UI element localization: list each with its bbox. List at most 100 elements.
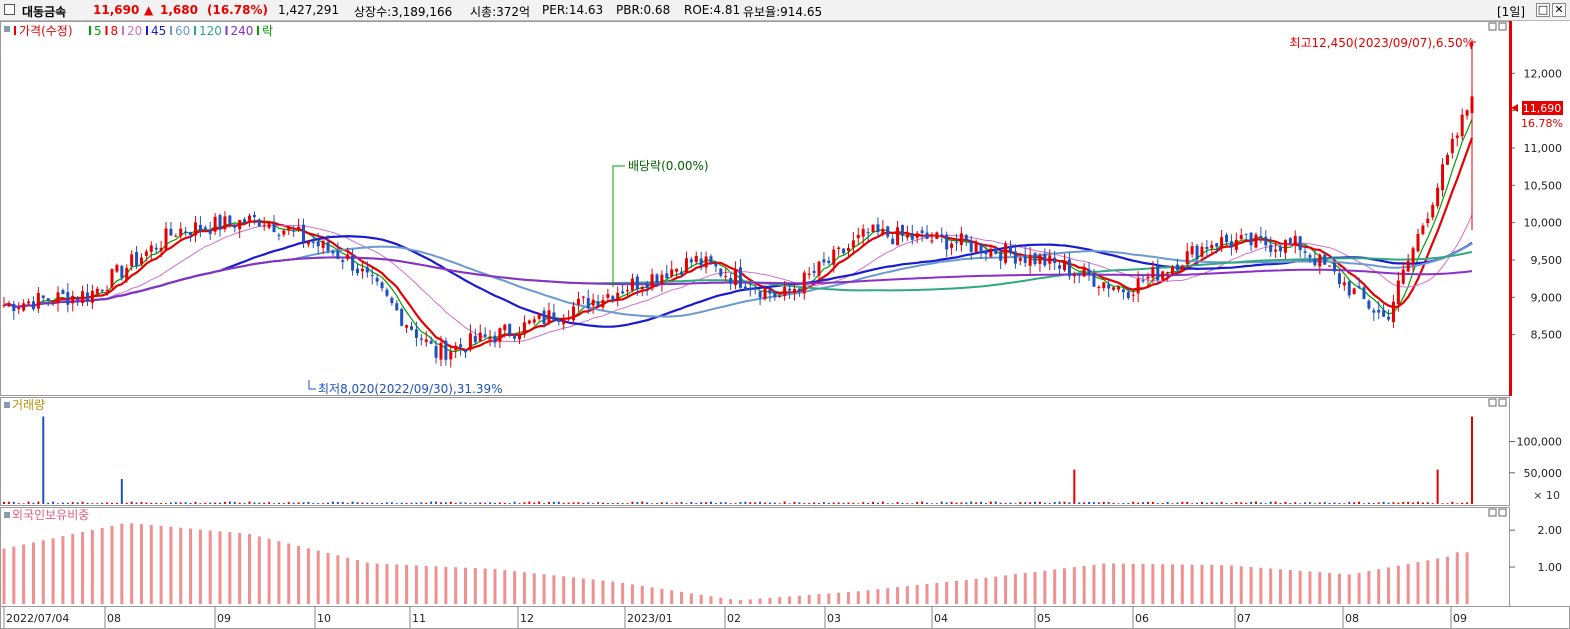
foreign-bar <box>513 571 517 604</box>
candle-body <box>1112 287 1116 290</box>
volume-bar <box>1092 502 1095 504</box>
volume-bar <box>773 502 776 504</box>
foreign-bar <box>12 546 16 604</box>
candle-body <box>694 255 698 263</box>
price-change: 1,680 <box>160 3 198 17</box>
legend-swatch <box>89 26 91 35</box>
header-checkbox[interactable] <box>4 4 15 15</box>
volume-bar <box>567 502 570 504</box>
candle-body <box>267 222 271 228</box>
candle-body <box>311 241 315 243</box>
volume-panel-min-icon[interactable] <box>1488 398 1497 407</box>
candle-body <box>203 227 207 230</box>
volume-bar <box>263 502 266 504</box>
volume-bar <box>557 501 560 504</box>
volume-bar <box>508 503 511 504</box>
foreign-panel-min-icon[interactable] <box>1488 508 1497 517</box>
low-arrow-icon <box>308 380 316 390</box>
volume-panel-title: 거래량 <box>12 398 45 412</box>
volume-bar <box>940 501 943 504</box>
candle-body <box>635 276 639 290</box>
volume-bar <box>1068 502 1071 504</box>
price-panel-close-icon[interactable] <box>1498 22 1507 31</box>
candle-body <box>518 334 522 340</box>
legend-swatch <box>225 26 228 35</box>
volume-bar <box>793 501 796 504</box>
volume-bar <box>626 503 629 504</box>
volume-bar <box>1294 502 1297 504</box>
foreign-bar <box>238 533 242 604</box>
candle-body <box>783 286 787 297</box>
candle-body <box>483 334 487 337</box>
volume-bar <box>1372 502 1375 504</box>
candle-body <box>675 268 679 272</box>
foreign-bar <box>1357 572 1361 604</box>
volume-bar <box>420 502 423 504</box>
candle-body <box>292 230 296 232</box>
candle-body <box>1131 294 1135 296</box>
foreign-bar <box>247 534 251 604</box>
candle-body <box>1318 254 1322 267</box>
maximize-button[interactable]: □ <box>1536 3 1550 17</box>
candle-body <box>390 297 394 304</box>
volume-bar <box>174 502 177 504</box>
foreign-bar <box>670 590 674 604</box>
volume-bar <box>729 503 732 504</box>
volume-bar <box>135 502 138 504</box>
candle-body <box>1234 239 1238 250</box>
volume-bar <box>1230 503 1233 504</box>
volume-bar <box>1421 502 1424 504</box>
volume-bar <box>435 501 438 504</box>
candle-body <box>547 310 551 323</box>
foreign-bar <box>1013 574 1017 604</box>
volume-bar <box>52 501 55 504</box>
retention-ratio: 유보율:914.65 <box>743 5 823 19</box>
candle-body <box>768 289 772 294</box>
candle-body <box>1141 280 1145 282</box>
foreign-bar <box>1288 569 1292 604</box>
candle-body <box>1220 237 1224 248</box>
foreign-bar <box>326 553 330 604</box>
candle-body <box>1180 265 1184 271</box>
volume-bar <box>783 501 786 504</box>
volume-bar <box>1471 416 1473 504</box>
candle-body <box>262 224 266 226</box>
candle-body <box>105 290 109 292</box>
price-tick-label: 10,000 <box>1524 217 1563 230</box>
candle-body <box>1308 255 1312 258</box>
candle-body <box>950 243 954 248</box>
foreign-bar <box>1318 572 1322 604</box>
foreign-bar <box>572 577 576 604</box>
volume-bar <box>209 502 212 504</box>
candle-body <box>616 292 620 300</box>
candle-body <box>1058 265 1062 269</box>
candle-body <box>1239 235 1243 240</box>
foreign-bar <box>1161 564 1165 604</box>
volume-bar <box>592 503 595 504</box>
candle-body <box>130 254 134 267</box>
volume-panel-close-icon[interactable] <box>1498 398 1507 407</box>
legend-item-0: 가격(수정) <box>19 24 73 38</box>
volume-bar <box>1259 502 1262 504</box>
candle-body <box>7 302 11 307</box>
volume-bar <box>999 502 1002 504</box>
close-button[interactable]: ✕ <box>1552 3 1566 17</box>
candle-body <box>115 264 119 272</box>
foreign-bar <box>139 524 143 604</box>
candle-body <box>606 294 610 298</box>
price-panel-min-icon[interactable] <box>1488 22 1497 31</box>
volume-bar <box>1210 502 1213 504</box>
foreign-bar <box>1455 552 1459 604</box>
foreign-bar <box>1279 569 1283 604</box>
volume-bar <box>896 502 899 504</box>
foreign-bar <box>1406 563 1410 604</box>
volume-bar <box>7 501 10 504</box>
volume-bar <box>199 503 202 504</box>
volume-bar <box>872 501 875 504</box>
candle-body <box>989 248 993 257</box>
foreign-panel-close-icon[interactable] <box>1498 508 1507 517</box>
candle-body <box>871 224 875 233</box>
period-selector[interactable]: [1일] <box>1497 5 1526 19</box>
candle-body <box>572 306 576 321</box>
foreign-bar <box>1337 573 1341 604</box>
